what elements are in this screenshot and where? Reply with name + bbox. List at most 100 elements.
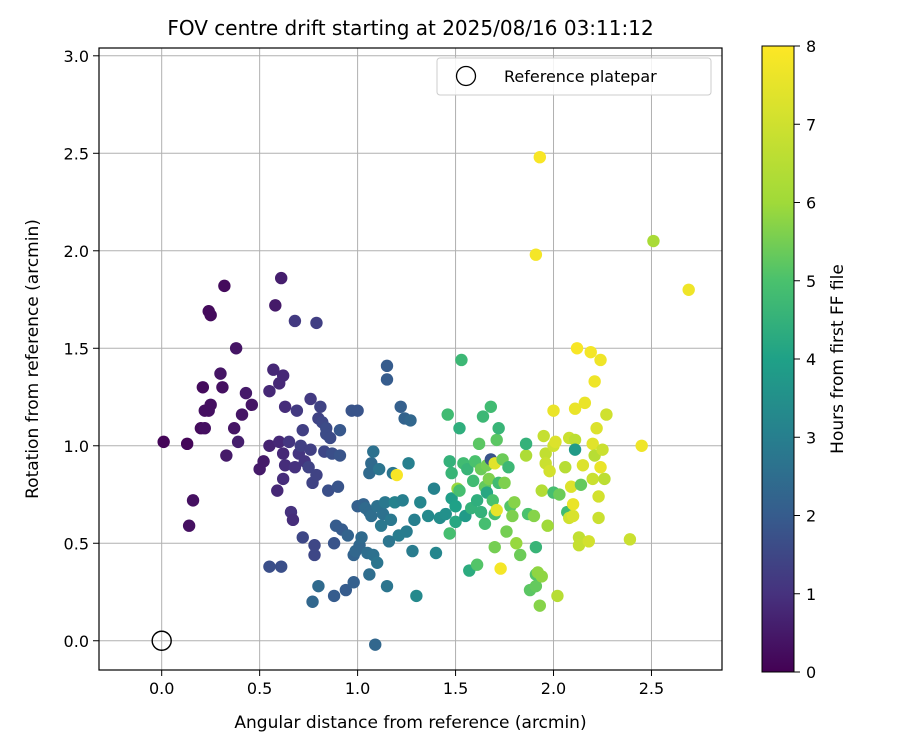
scatter-point — [590, 422, 603, 435]
scatter-point — [484, 400, 498, 413]
scatter-point — [294, 439, 307, 452]
scatter-point — [488, 540, 501, 554]
scatter-point — [276, 369, 290, 382]
scatter-point — [235, 408, 249, 421]
scatter-point — [578, 396, 592, 410]
scatter-point — [204, 308, 217, 322]
scatter-point — [529, 248, 543, 261]
scatter-point — [533, 150, 547, 164]
colorbar-tick-label: 5 — [806, 272, 816, 291]
colorbar-gradient — [761, 45, 795, 673]
legend-box — [436, 57, 712, 96]
scatter-point — [568, 402, 582, 415]
reference-platepar-marker — [151, 630, 172, 651]
scatter-point — [568, 433, 582, 447]
colorbar-tick-label: 3 — [806, 428, 816, 447]
scatter-point — [724, 580, 736, 592]
scatter-point — [439, 507, 452, 521]
scatter-point — [274, 560, 288, 573]
scatter-point — [406, 544, 419, 558]
scatter-point — [564, 480, 578, 493]
scatter-point — [390, 468, 403, 482]
y-tick-label: 2.5 — [64, 144, 89, 163]
scatter-point — [455, 353, 468, 367]
scatter-point — [592, 490, 605, 503]
scatter-point — [478, 517, 492, 530]
scatter-point — [600, 408, 613, 421]
scatter-point — [216, 381, 229, 394]
scatter-point — [257, 455, 270, 468]
scatter-point — [551, 589, 564, 603]
scatter-point — [267, 363, 280, 376]
scatter-point — [535, 570, 548, 583]
scatter-point — [220, 449, 233, 462]
scatter-point — [537, 429, 550, 443]
scatter-point — [229, 342, 243, 355]
scatter-point — [500, 525, 513, 538]
scatter-point — [370, 556, 384, 569]
scatter-point — [304, 392, 317, 406]
scatter-point — [421, 509, 435, 523]
scatter-point — [245, 398, 259, 412]
scatter-point — [584, 345, 597, 359]
y-tick-label: 0.0 — [64, 632, 89, 651]
scatter-point — [547, 404, 560, 417]
scatter-point — [276, 447, 290, 460]
scatter-point — [570, 342, 584, 355]
scatter-point — [396, 494, 409, 507]
scatter-point — [363, 568, 376, 581]
scatter-point — [535, 484, 548, 497]
scatter-point — [598, 472, 611, 486]
scatter-point — [559, 461, 572, 474]
scatter-point — [394, 400, 407, 413]
colorbar-tick-label: 4 — [806, 350, 816, 369]
scatter-point — [498, 476, 511, 490]
scatter-point — [408, 513, 421, 527]
scatter-point — [453, 422, 466, 435]
scatter-point — [529, 579, 543, 593]
scatter-point — [273, 435, 286, 449]
scatter-point — [351, 404, 364, 417]
scatter-point — [378, 496, 392, 509]
scatter-point — [263, 439, 276, 452]
scatter-point — [470, 558, 484, 571]
scatter-point — [310, 316, 323, 330]
scatter-point — [586, 472, 599, 486]
scatter-point — [347, 576, 360, 589]
colorbar-tick-label: 7 — [806, 115, 816, 134]
scatter-point — [288, 461, 302, 474]
scatter-point — [374, 519, 388, 532]
scatter-point — [339, 583, 353, 597]
scatter-point — [449, 515, 462, 529]
scatter-point — [290, 404, 304, 417]
scatter-point — [506, 509, 519, 523]
scatter-point — [429, 546, 443, 560]
scatter-point — [514, 548, 527, 562]
scatter-point — [288, 314, 302, 328]
colorbar-tick-label: 2 — [806, 507, 816, 526]
scatter-point — [588, 375, 601, 388]
x-axis-ticks: 0.0 0.5 1.0 1.5 2.0 2.5 — [149, 670, 664, 698]
scatter-point — [384, 513, 398, 527]
scatter-point — [327, 589, 341, 603]
scatter-point — [380, 359, 394, 373]
scatter-point — [529, 540, 543, 554]
scatter-point — [278, 400, 292, 413]
scatter-point — [519, 437, 533, 451]
scatter-point — [539, 447, 552, 460]
scatter-point — [400, 525, 413, 538]
scatter-point — [647, 234, 660, 248]
scatter-point — [490, 433, 503, 447]
colorbar-label: Hours from first FF file — [828, 264, 848, 454]
scatter-point — [363, 466, 376, 480]
scatter-point — [263, 560, 276, 573]
scatter-point — [445, 466, 458, 480]
colorbar-tick-label: 0 — [806, 663, 816, 682]
scatter-point — [533, 599, 547, 612]
x-tick-label: 0.0 — [149, 679, 174, 698]
chart-title: FOV centre drift starting at 2025/08/16 … — [167, 16, 653, 40]
scatter-point — [574, 478, 588, 491]
scatter-point — [549, 435, 562, 449]
y-tick-label: 1.0 — [64, 437, 89, 456]
scatter-point — [596, 443, 609, 456]
